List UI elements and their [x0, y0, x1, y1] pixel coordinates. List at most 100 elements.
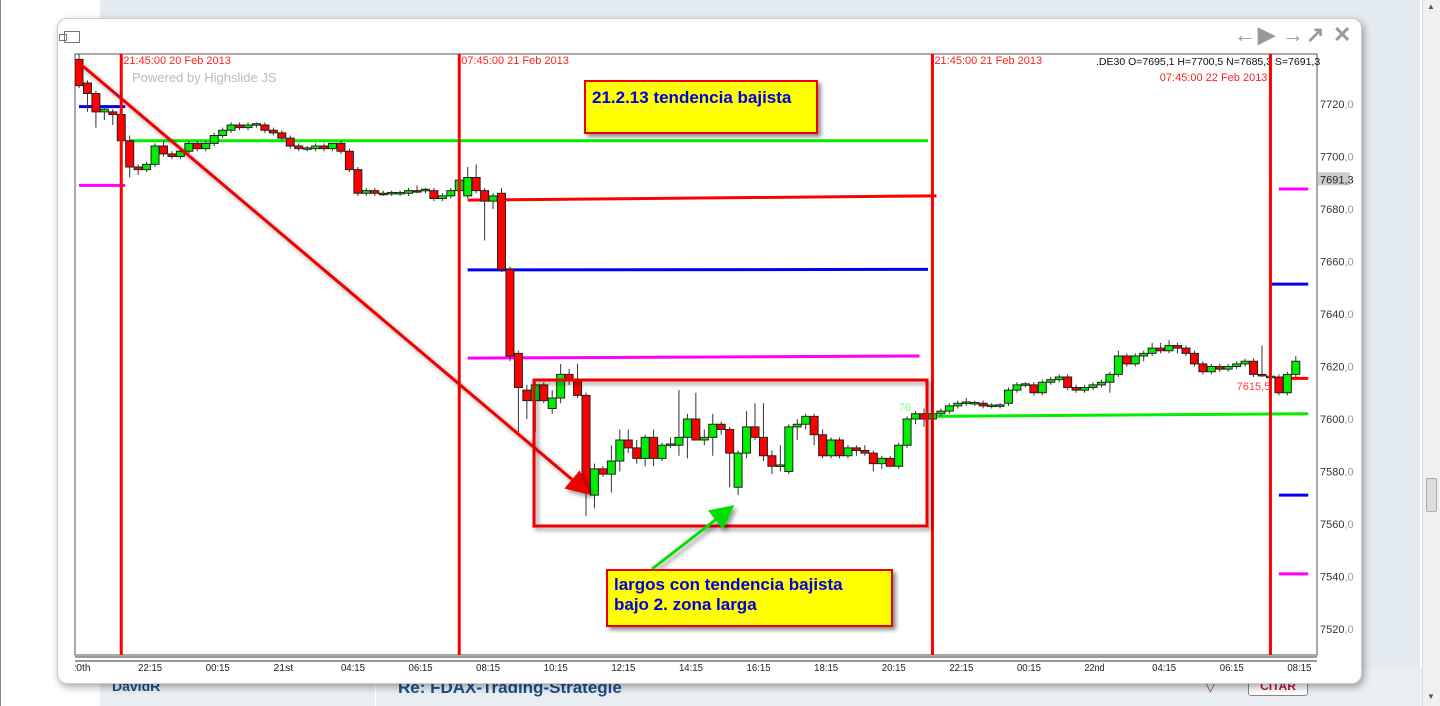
- candle: [353, 167, 363, 196]
- candle: [480, 188, 490, 241]
- candle: [1249, 358, 1259, 377]
- candle: [961, 398, 971, 406]
- candle-up-body: [606, 460, 616, 475]
- scroll-up-icon[interactable]: ▲: [1427, 2, 1435, 11]
- session-line-label: 07:45:00 22 Feb 2013: [1160, 72, 1268, 84]
- candle: [615, 429, 625, 472]
- page-scrollbar[interactable]: ▲ ▼: [1422, 0, 1440, 706]
- candle: [497, 188, 506, 272]
- candle: [640, 434, 650, 467]
- candle: [251, 122, 261, 128]
- candle: [885, 455, 895, 467]
- candle-down-body: [1249, 360, 1259, 375]
- expand-icon[interactable]: [59, 31, 80, 43]
- previous-icon[interactable]: ←: [1234, 22, 1256, 47]
- candle: [1080, 384, 1090, 393]
- candle: [666, 437, 675, 448]
- candle: [801, 413, 811, 430]
- candle: [691, 392, 701, 441]
- candle-down-body: [497, 192, 506, 270]
- candle: [82, 80, 92, 112]
- green-pointer-arrow: [651, 505, 735, 571]
- candle: [395, 190, 405, 196]
- scrollbar-thumb[interactable]: [1426, 478, 1437, 512]
- candle-down-body: [539, 384, 549, 402]
- candle-down-body: [750, 426, 760, 438]
- candle: [209, 132, 219, 146]
- candle-up-body: [99, 108, 109, 113]
- play-icon[interactable]: ▶: [1258, 22, 1275, 47]
- candle: [1189, 350, 1199, 367]
- candle: [1139, 350, 1149, 362]
- candle: [1206, 363, 1216, 375]
- move-icon[interactable]: ↗: [1306, 22, 1325, 47]
- candle-up-body: [1232, 363, 1242, 367]
- candle: [623, 429, 633, 454]
- candle: [1164, 340, 1174, 354]
- candle: [260, 122, 270, 133]
- candle: [995, 403, 1005, 409]
- candle-down-body: [336, 142, 346, 152]
- candle-down-body: [235, 124, 245, 129]
- candle-up-body: [150, 145, 160, 165]
- candle-down-body: [429, 190, 439, 199]
- candle-down-body: [1181, 347, 1191, 354]
- candle-up-body: [733, 452, 743, 488]
- candle: [708, 413, 718, 456]
- candle-up-body: [1164, 345, 1174, 352]
- candle: [1173, 342, 1182, 354]
- candle: [150, 143, 160, 167]
- candle: [792, 419, 802, 440]
- session-line-label: 21:45:00 21 Feb 2013: [934, 55, 1042, 67]
- candle: [826, 437, 836, 459]
- x-tick-label: 00:15: [1017, 663, 1041, 674]
- candle: [201, 140, 211, 152]
- candle: [784, 424, 794, 475]
- candle-down-body: [1156, 347, 1166, 352]
- y-tick-label: 7640,0: [1320, 309, 1354, 321]
- candle: [378, 190, 388, 196]
- candle-up-body: [218, 129, 228, 136]
- scroll-down-icon[interactable]: ▼: [1427, 692, 1435, 701]
- candle-up-body: [944, 405, 954, 412]
- candle: [1215, 363, 1225, 372]
- candle: [868, 450, 878, 472]
- candle: [302, 146, 312, 152]
- candle-down-body: [108, 111, 118, 115]
- y-tick-label: 7700,0: [1320, 152, 1354, 164]
- candle-down-body: [716, 423, 726, 430]
- candle-down-body: [1071, 387, 1081, 391]
- x-tick-label: 20:15: [882, 663, 906, 674]
- candle-up-body: [1113, 355, 1123, 375]
- candle: [589, 463, 599, 509]
- candle-down-body: [133, 166, 143, 171]
- candle: [319, 143, 329, 152]
- candle-down-body: [82, 82, 92, 94]
- candle: [725, 426, 735, 488]
- y-tick-label: 7680,0: [1320, 204, 1354, 216]
- candle: [1274, 374, 1284, 396]
- next-icon[interactable]: →: [1282, 22, 1304, 47]
- candle: [970, 400, 980, 406]
- close-icon[interactable]: ✕: [1333, 22, 1352, 47]
- candle: [268, 127, 278, 136]
- x-tick-label: 21st: [273, 663, 293, 674]
- candle-down-body: [1173, 345, 1182, 349]
- x-axis-labels: 20th 22:15 00:15 21st 04:15 06:15 08:15 10:15 12…: [75, 663, 1312, 674]
- candle: [674, 390, 684, 456]
- candle-down-body: [573, 379, 583, 396]
- candle: [285, 135, 295, 149]
- candle: [404, 188, 414, 196]
- candle: [539, 382, 549, 404]
- candle: [902, 416, 912, 448]
- candle-up-body: [1105, 373, 1115, 383]
- candle-up-body: [243, 124, 253, 129]
- divider: [375, 668, 376, 706]
- candle-up-body: [387, 191, 397, 195]
- report-icon[interactable]: ▽: [1205, 678, 1216, 694]
- candle: [581, 392, 591, 517]
- candle-down-body: [818, 434, 828, 457]
- candle-up-body: [657, 444, 667, 459]
- candle-up-body: [1037, 381, 1047, 394]
- x-tick-label: 04:15: [341, 663, 365, 674]
